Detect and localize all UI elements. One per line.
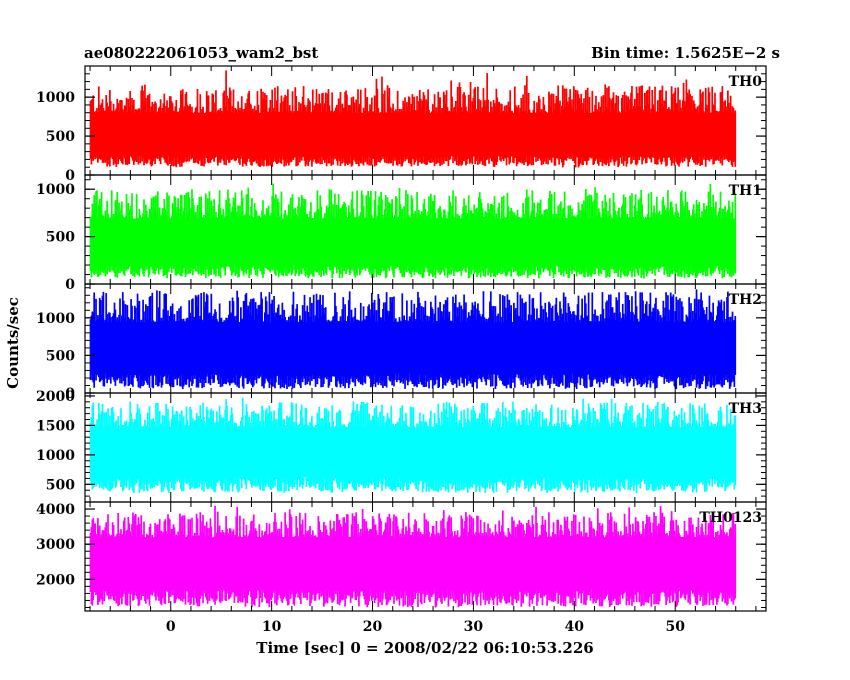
panel-frame [84,501,767,612]
series-th3 [89,397,737,494]
series-th1 [89,183,737,279]
panel-name-th1: TH1 [729,183,762,199]
series-th0123 [89,505,737,608]
x-tick-label: 50 [665,619,685,635]
panel-th2: 0 500 1000 TH2 [36,283,767,402]
panel-th0: 0 500 1000 TH0 [36,65,767,184]
y-tick-label: 3000 [36,537,75,553]
panel-name-th0: TH0 [729,74,763,90]
panel-th1: 0 500 1000 TH1 [36,174,767,293]
panel-name-th0123: TH0123 [699,510,762,526]
x-axis: 0 10 20 30 40 50 [166,619,685,635]
y-tick-label: 2000 [36,572,75,588]
y-tick-label: 500 [46,230,75,246]
x-tick-label: 30 [464,619,484,635]
y-tick-label: 1000 [36,448,75,464]
y-tick-label: 0 [65,386,75,402]
y-tick-label: 1500 [36,418,75,434]
x-axis-label: Time [sec] 0 = 2008/02/22 06:10:53.226 [256,639,593,657]
series-th0 [89,70,737,168]
x-tick-label: 40 [565,619,585,635]
y-tick-label: 500 [46,348,75,364]
series-th2 [89,289,737,390]
panel-th3: 500 1000 1500 2000 TH3 [36,389,767,503]
y-tick-label: 0 [65,168,75,184]
y-axis-label: Counts/sec [4,297,22,389]
y-tick-label: 1000 [36,182,75,198]
y-tick-label: 500 [46,477,75,493]
panel-name-th2: TH2 [729,292,762,308]
y-tick-label: 0 [65,277,75,293]
y-tick-label: 1000 [36,311,75,327]
panel-th0123: 2000 3000 4000 TH0123 [36,501,767,612]
y-tick-label: 4000 [36,502,75,518]
y-tick-label: 500 [46,129,75,145]
bin-time-label: Bin time: 1.5625E−2 s [591,44,780,62]
panel-name-th3: TH3 [729,401,762,417]
y-tick-label: 1000 [36,90,75,106]
chart-title: ae080222061053_wam2_bst [84,44,318,62]
panels: 0 500 1000 TH0 0 500 1000 TH1 0 500 1000 TH2 500 1000… [36,65,767,612]
x-tick-label: 10 [262,619,282,635]
y-tick-label: 2000 [36,389,75,405]
x-tick-label: 0 [166,619,176,635]
x-tick-label: 20 [363,619,383,635]
